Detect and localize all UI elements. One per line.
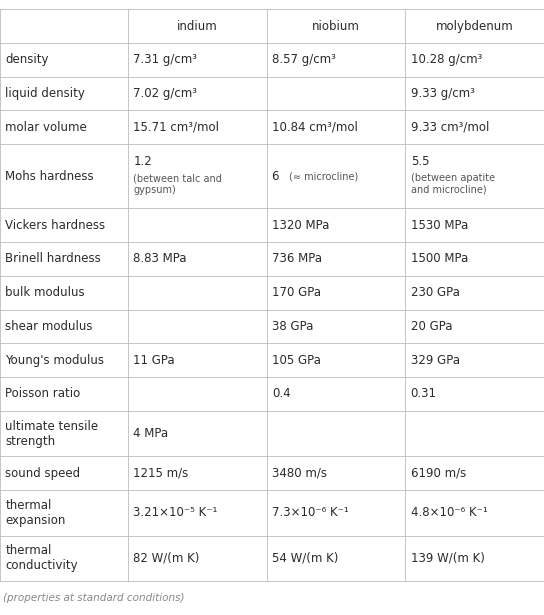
- Text: 1530 MPa: 1530 MPa: [411, 219, 468, 232]
- Text: density: density: [5, 54, 49, 66]
- Text: 54 W/(m K): 54 W/(m K): [272, 552, 338, 565]
- Text: 20 GPa: 20 GPa: [411, 320, 452, 333]
- Text: thermal
conductivity: thermal conductivity: [5, 544, 78, 573]
- Text: 3.21×10⁻⁵ K⁻¹: 3.21×10⁻⁵ K⁻¹: [133, 506, 218, 519]
- Text: 7.31 g/cm³: 7.31 g/cm³: [133, 54, 197, 66]
- Text: 3480 m/s: 3480 m/s: [272, 467, 327, 480]
- Text: 6190 m/s: 6190 m/s: [411, 467, 466, 480]
- Text: 0.4: 0.4: [272, 387, 290, 400]
- Text: 5.5: 5.5: [411, 155, 429, 168]
- Text: 9.33 g/cm³: 9.33 g/cm³: [411, 87, 474, 100]
- Text: 9.33 cm³/mol: 9.33 cm³/mol: [411, 121, 489, 134]
- Text: Brinell hardness: Brinell hardness: [5, 252, 101, 266]
- Text: 139 W/(m K): 139 W/(m K): [411, 552, 485, 565]
- Text: sound speed: sound speed: [5, 467, 81, 480]
- Text: 11 GPa: 11 GPa: [133, 354, 175, 367]
- Text: ultimate tensile
strength: ultimate tensile strength: [5, 419, 98, 448]
- Text: (≈ microcline): (≈ microcline): [289, 171, 358, 181]
- Text: shear modulus: shear modulus: [5, 320, 93, 333]
- Text: 1320 MPa: 1320 MPa: [272, 219, 329, 232]
- Text: 105 GPa: 105 GPa: [272, 354, 321, 367]
- Text: 1500 MPa: 1500 MPa: [411, 252, 468, 266]
- Text: 6: 6: [272, 170, 287, 183]
- Text: Young's modulus: Young's modulus: [5, 354, 104, 367]
- Text: 10.84 cm³/mol: 10.84 cm³/mol: [272, 121, 358, 134]
- Text: (between talc and
gypsum): (between talc and gypsum): [133, 173, 222, 195]
- Text: 38 GPa: 38 GPa: [272, 320, 313, 333]
- Text: (properties at standard conditions): (properties at standard conditions): [3, 593, 184, 603]
- Text: molybdenum: molybdenum: [436, 20, 514, 33]
- Text: Vickers hardness: Vickers hardness: [5, 219, 106, 232]
- Text: thermal
expansion: thermal expansion: [5, 499, 66, 527]
- Text: 329 GPa: 329 GPa: [411, 354, 460, 367]
- Text: 15.71 cm³/mol: 15.71 cm³/mol: [133, 121, 219, 134]
- Text: 8.57 g/cm³: 8.57 g/cm³: [272, 54, 336, 66]
- Text: bulk modulus: bulk modulus: [5, 286, 85, 299]
- Text: 10.28 g/cm³: 10.28 g/cm³: [411, 54, 482, 66]
- Text: 4.8×10⁻⁶ K⁻¹: 4.8×10⁻⁶ K⁻¹: [411, 506, 487, 519]
- Text: Mohs hardness: Mohs hardness: [5, 170, 94, 183]
- Text: 170 GPa: 170 GPa: [272, 286, 321, 299]
- Text: indium: indium: [177, 20, 218, 33]
- Text: molar volume: molar volume: [5, 121, 87, 134]
- Text: 7.02 g/cm³: 7.02 g/cm³: [133, 87, 197, 100]
- Text: (between apatite
and microcline): (between apatite and microcline): [411, 173, 495, 195]
- Text: 8.83 MPa: 8.83 MPa: [133, 252, 187, 266]
- Text: 0.31: 0.31: [411, 387, 437, 400]
- Text: 1215 m/s: 1215 m/s: [133, 467, 189, 480]
- Text: Poisson ratio: Poisson ratio: [5, 387, 81, 400]
- Text: 82 W/(m K): 82 W/(m K): [133, 552, 200, 565]
- Text: 7.3×10⁻⁶ K⁻¹: 7.3×10⁻⁶ K⁻¹: [272, 506, 349, 519]
- Text: liquid density: liquid density: [5, 87, 85, 100]
- Text: niobium: niobium: [312, 20, 360, 33]
- Text: 230 GPa: 230 GPa: [411, 286, 460, 299]
- Text: 736 MPa: 736 MPa: [272, 252, 322, 266]
- Text: 4 MPa: 4 MPa: [133, 427, 169, 440]
- Text: 1.2: 1.2: [133, 155, 152, 168]
